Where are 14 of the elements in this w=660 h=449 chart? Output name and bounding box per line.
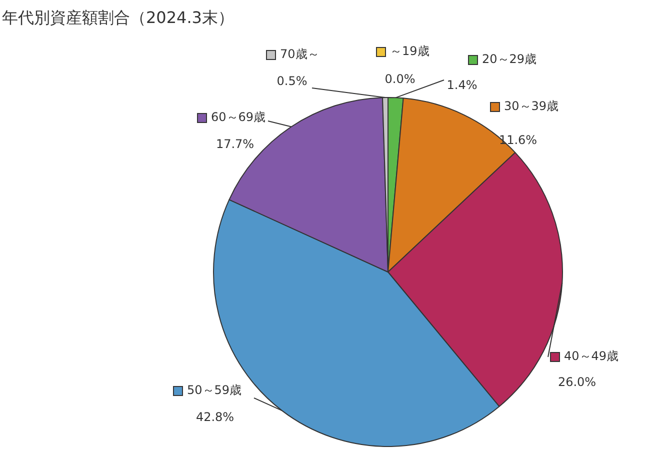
legend-label: 50～59歳 [187,383,242,398]
data-label: 26.0% [558,375,596,390]
legend-label: 60～69歳 [211,110,266,124]
legend-label: 20～29歳 [482,52,537,66]
data-label: 42.8% [196,410,234,424]
legend-label: 70歳～ [280,47,320,62]
data-label: 0.5% [276,74,308,88]
data-label: 1.4% [446,78,478,92]
legend-label: ～19歳 [390,44,430,58]
data-label: 17.7% [216,137,254,152]
legend-label: 30～39歳 [504,99,559,114]
text: 0.0% [384,72,416,86]
chart-title: 年代別資産額割合（2024.3末） [2,8,234,29]
legend-label: 40～49歳 [564,349,619,364]
